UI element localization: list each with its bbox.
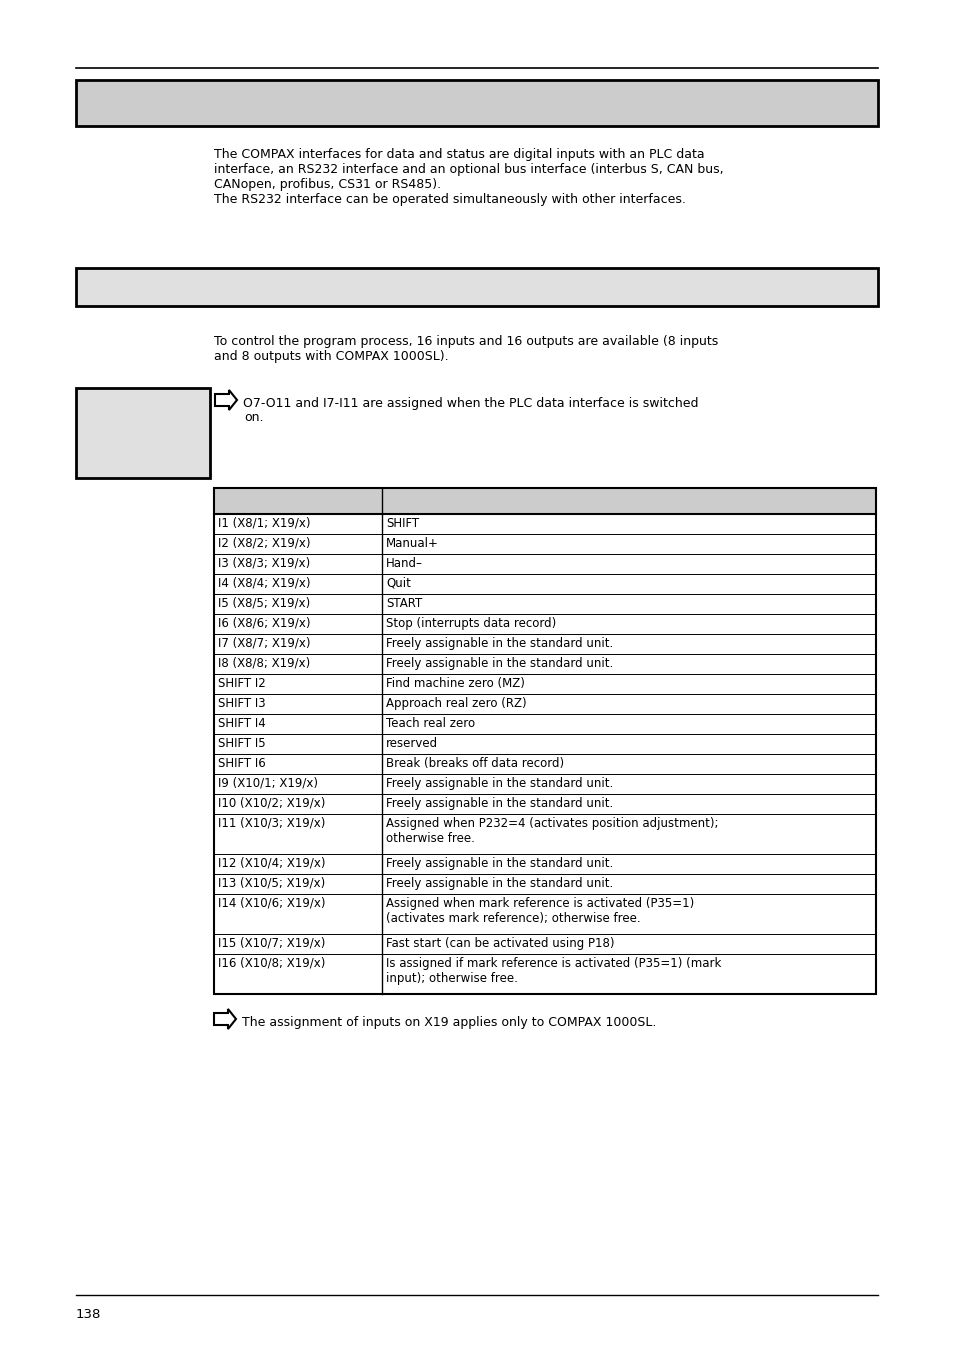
Text: I4 (X8/4; X19/x): I4 (X8/4; X19/x) xyxy=(218,577,310,590)
Text: Is assigned if mark reference is activated (P35=1) (mark
input); otherwise free.: Is assigned if mark reference is activat… xyxy=(386,957,720,985)
Text: Find machine zero (MZ): Find machine zero (MZ) xyxy=(386,677,524,690)
Text: Fast start (can be activated using P18): Fast start (can be activated using P18) xyxy=(386,938,614,950)
Text: I7 (X8/7; X19/x): I7 (X8/7; X19/x) xyxy=(218,638,310,650)
Text: Freely assignable in the standard unit.: Freely assignable in the standard unit. xyxy=(386,777,613,790)
Bar xyxy=(76,80,877,126)
Text: Freely assignable in the standard unit.: Freely assignable in the standard unit. xyxy=(386,877,613,890)
Text: SHIFT I3: SHIFT I3 xyxy=(218,697,265,711)
Text: I3 (X8/3; X19/x): I3 (X8/3; X19/x) xyxy=(218,557,310,570)
Text: I2 (X8/2; X19/x): I2 (X8/2; X19/x) xyxy=(218,536,310,550)
Text: I15 (X10/7; X19/x): I15 (X10/7; X19/x) xyxy=(218,938,325,950)
Text: I11 (X10/3; X19/x): I11 (X10/3; X19/x) xyxy=(218,817,325,830)
Text: I6 (X8/6; X19/x): I6 (X8/6; X19/x) xyxy=(218,617,310,630)
Text: I14 (X10/6; X19/x): I14 (X10/6; X19/x) xyxy=(218,897,325,911)
Text: on.: on. xyxy=(244,411,263,424)
Text: I9 (X10/1; X19/x): I9 (X10/1; X19/x) xyxy=(218,777,317,790)
Text: 138: 138 xyxy=(76,1308,101,1321)
Text: O7-O11 and I7-I11 are assigned when the PLC data interface is switched: O7-O11 and I7-I11 are assigned when the … xyxy=(243,397,698,409)
Text: reserved: reserved xyxy=(386,738,437,750)
Text: I13 (X10/5; X19/x): I13 (X10/5; X19/x) xyxy=(218,877,325,890)
Bar xyxy=(213,488,875,994)
Text: Approach real zero (RZ): Approach real zero (RZ) xyxy=(386,697,526,711)
Text: Stop (interrupts data record): Stop (interrupts data record) xyxy=(386,617,556,630)
Text: I1 (X8/1; X19/x): I1 (X8/1; X19/x) xyxy=(218,517,310,530)
Text: Assigned when mark reference is activated (P35=1)
(activates mark reference); ot: Assigned when mark reference is activate… xyxy=(386,897,694,925)
Text: Freely assignable in the standard unit.: Freely assignable in the standard unit. xyxy=(386,797,613,811)
Polygon shape xyxy=(214,390,236,409)
Text: Hand–: Hand– xyxy=(386,557,422,570)
Text: I10 (X10/2; X19/x): I10 (X10/2; X19/x) xyxy=(218,797,325,811)
Text: The COMPAX interfaces for data and status are digital inputs with an PLC data
in: The COMPAX interfaces for data and statu… xyxy=(213,149,723,205)
Text: Break (breaks off data record): Break (breaks off data record) xyxy=(386,757,563,770)
Text: SHIFT I2: SHIFT I2 xyxy=(218,677,266,690)
Text: To control the program process, 16 inputs and 16 outputs are available (8 inputs: To control the program process, 16 input… xyxy=(213,335,718,363)
Text: Quit: Quit xyxy=(386,577,411,590)
Text: I5 (X8/5; X19/x): I5 (X8/5; X19/x) xyxy=(218,597,310,611)
Text: SHIFT I6: SHIFT I6 xyxy=(218,757,266,770)
Polygon shape xyxy=(213,1009,235,1029)
Text: I16 (X10/8; X19/x): I16 (X10/8; X19/x) xyxy=(218,957,325,970)
Bar xyxy=(76,388,210,478)
Bar xyxy=(213,488,875,513)
Text: I12 (X10/4; X19/x): I12 (X10/4; X19/x) xyxy=(218,857,325,870)
Text: Manual+: Manual+ xyxy=(386,536,438,550)
Text: I8 (X8/8; X19/x): I8 (X8/8; X19/x) xyxy=(218,657,310,670)
Text: The assignment of inputs on X19 applies only to COMPAX 1000SL.: The assignment of inputs on X19 applies … xyxy=(242,1016,656,1029)
Text: SHIFT I4: SHIFT I4 xyxy=(218,717,266,730)
Text: Freely assignable in the standard unit.: Freely assignable in the standard unit. xyxy=(386,857,613,870)
Text: SHIFT: SHIFT xyxy=(386,517,418,530)
Text: START: START xyxy=(386,597,422,611)
Text: SHIFT I5: SHIFT I5 xyxy=(218,738,265,750)
Bar xyxy=(76,267,877,305)
Text: Freely assignable in the standard unit.: Freely assignable in the standard unit. xyxy=(386,657,613,670)
Text: Assigned when P232=4 (activates position adjustment);
otherwise free.: Assigned when P232=4 (activates position… xyxy=(386,817,718,844)
Text: Teach real zero: Teach real zero xyxy=(386,717,475,730)
Text: Freely assignable in the standard unit.: Freely assignable in the standard unit. xyxy=(386,638,613,650)
